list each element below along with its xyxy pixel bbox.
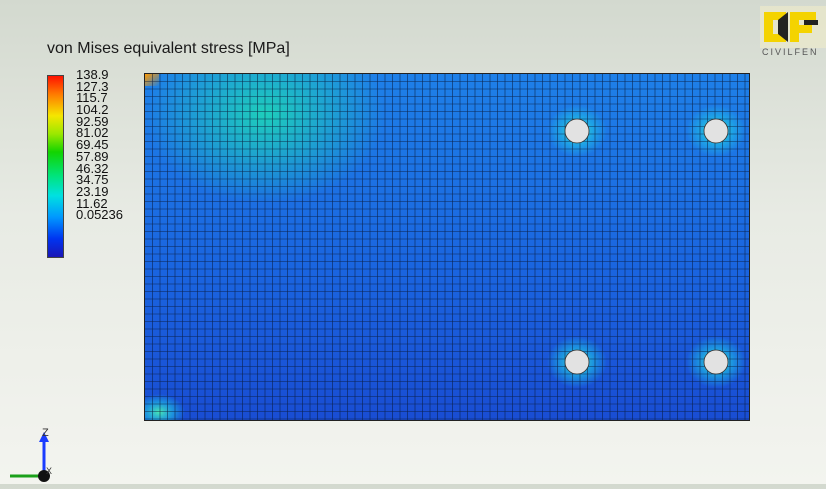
axis-triad-icon: Z X bbox=[0, 420, 70, 484]
legend-tick: 81.02 bbox=[76, 125, 109, 141]
logo-text: CIVILFEN bbox=[762, 47, 819, 57]
legend-tick: 34.75 bbox=[76, 172, 109, 188]
legend-tick: 115.7 bbox=[76, 90, 108, 106]
legend-tick: 23.19 bbox=[76, 183, 109, 199]
legend-tick: 0.05236 bbox=[76, 207, 123, 223]
legend-title: von Mises equivalent stress [MPa] bbox=[47, 40, 290, 57]
bolt-hole bbox=[564, 118, 590, 144]
bolt-hole bbox=[703, 118, 729, 144]
bolt-hole bbox=[703, 349, 729, 375]
legend-tick: 11.62 bbox=[76, 195, 108, 211]
x-axis-label: X bbox=[46, 466, 52, 476]
mesh-overlay bbox=[145, 74, 749, 420]
legend-tick: 104.2 bbox=[76, 102, 109, 118]
legend-tick: 138.9 bbox=[76, 67, 109, 82]
legend-tick: 69.45 bbox=[76, 137, 109, 153]
legend-ticks: 138.9 127.3 115.7 104.2 92.59 81.02 69.4… bbox=[76, 67, 148, 223]
stress-contour-plot[interactable] bbox=[144, 73, 750, 421]
civilfem-logo-icon bbox=[760, 6, 826, 60]
legend-tick: 127.3 bbox=[76, 78, 109, 94]
legend-tick: 57.89 bbox=[76, 148, 109, 164]
z-axis-label: Z bbox=[42, 427, 49, 439]
bolt-hole bbox=[564, 349, 590, 375]
color-legend-bar bbox=[47, 75, 64, 258]
legend-tick: 92.59 bbox=[76, 113, 109, 129]
legend-tick: 46.32 bbox=[76, 160, 109, 176]
